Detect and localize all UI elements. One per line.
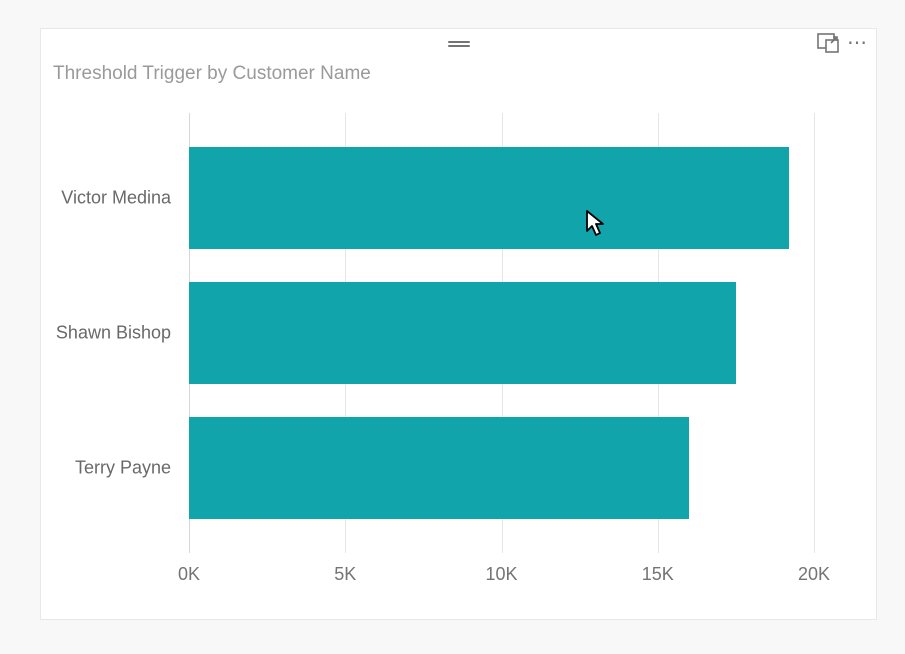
- category-label: Victor Medina: [61, 188, 189, 209]
- category-label: Terry Payne: [75, 457, 189, 478]
- bar-row: Victor Medina: [189, 147, 814, 249]
- chart-visual-container: ⋯ Threshold Trigger by Customer Name Vic…: [40, 28, 877, 620]
- x-axis-tick-label: 0K: [178, 564, 200, 585]
- x-axis-tick-label: 5K: [334, 564, 356, 585]
- visual-header-actions: ⋯: [817, 33, 868, 53]
- focus-mode-icon[interactable]: [817, 33, 839, 53]
- chart-title: Threshold Trigger by Customer Name: [41, 59, 876, 87]
- more-options-icon[interactable]: ⋯: [847, 33, 868, 53]
- bars-group: Victor Medina Shawn Bishop Terry Payne: [189, 113, 814, 553]
- x-axis-tick-label: 20K: [798, 564, 830, 585]
- bar[interactable]: [189, 282, 736, 384]
- bar-row: Terry Payne: [189, 417, 814, 519]
- bar[interactable]: [189, 417, 689, 519]
- chart-plot-area[interactable]: Victor Medina Shawn Bishop Terry Payne: [189, 113, 814, 553]
- bar-row: Shawn Bishop: [189, 282, 814, 384]
- x-axis-tick-label: 15K: [642, 564, 674, 585]
- category-label: Shawn Bishop: [56, 322, 189, 343]
- chart-plot-wrap: Victor Medina Shawn Bishop Terry Payne 0K 5…: [41, 97, 856, 597]
- visual-header-bar: ⋯: [41, 29, 876, 59]
- x-axis-tick-label: 10K: [485, 564, 517, 585]
- drag-grip-icon[interactable]: [448, 41, 470, 47]
- gridline: [814, 113, 815, 553]
- bar[interactable]: [189, 147, 789, 249]
